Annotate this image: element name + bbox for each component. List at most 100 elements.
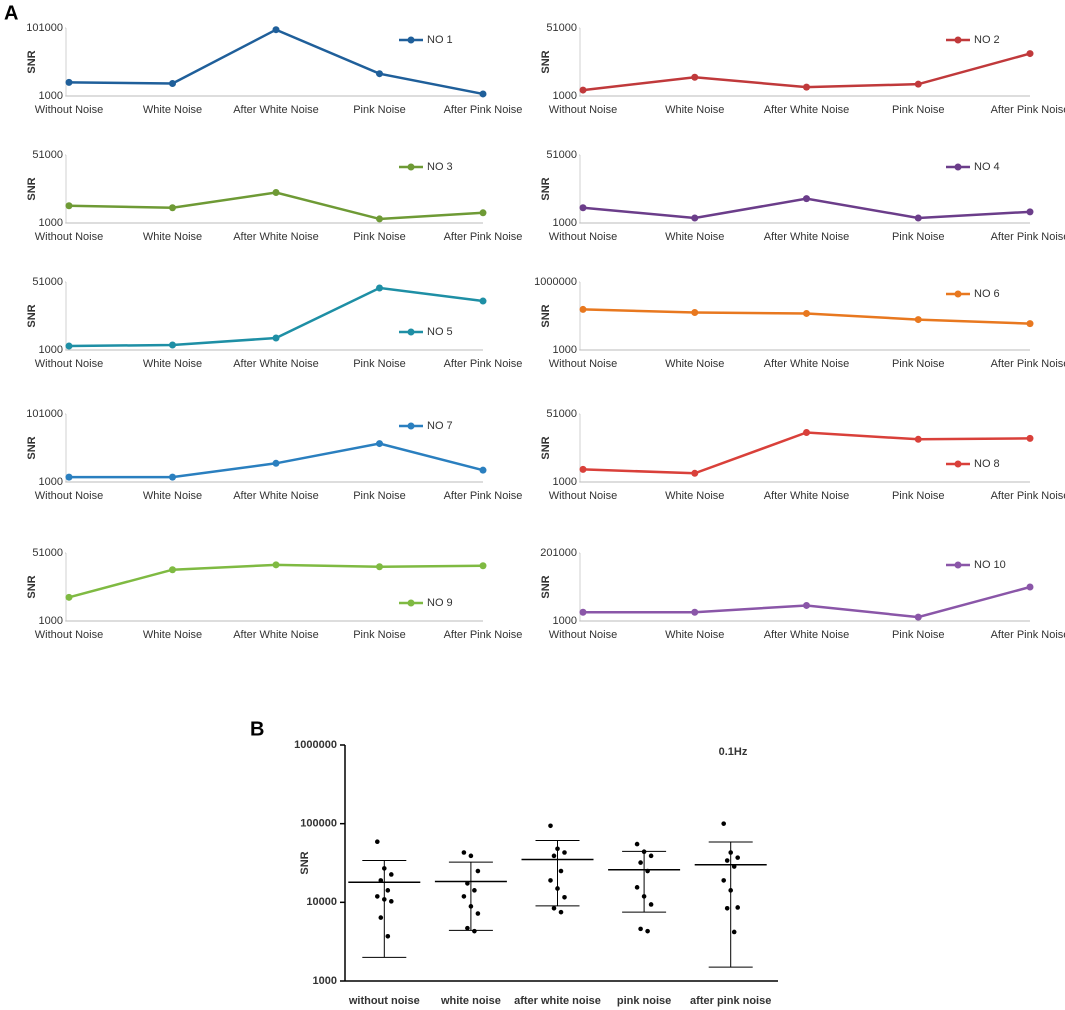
data-point [914, 613, 922, 621]
data-point [562, 894, 567, 900]
data-point [65, 78, 73, 86]
data-point [272, 334, 280, 342]
y-axis-label: SNR [26, 177, 38, 200]
x-tick-label: White Noise [665, 490, 724, 502]
data-point [735, 855, 740, 860]
data-point [551, 905, 557, 911]
x-tick-label: White Noise [143, 104, 202, 116]
y-axis-label: SNR [26, 50, 38, 73]
data-point [375, 894, 380, 899]
data-point [721, 878, 726, 883]
x-tick-label: Without Noise [35, 629, 103, 641]
legend-label: NO 5 [427, 326, 453, 338]
x-tick-label: After White Noise [233, 490, 319, 502]
y-tick-label: 1000 [39, 344, 63, 356]
legend-label: NO 9 [427, 597, 453, 609]
data-point [691, 608, 699, 616]
y-axis-label: SNR [26, 436, 38, 459]
data-point [169, 204, 176, 212]
legend-label: NO 7 [427, 420, 453, 432]
data-point [465, 881, 470, 886]
data-point [272, 189, 280, 197]
x-tick-label: Pink Noise [892, 358, 945, 370]
data-point [169, 566, 176, 574]
x-tick-label: White Noise [143, 358, 202, 370]
legend-marker [954, 290, 962, 298]
data-point [555, 846, 560, 852]
y-tick-label: 51000 [32, 149, 63, 161]
data-point [914, 80, 922, 88]
data-point [579, 608, 587, 616]
data-point [376, 440, 383, 448]
x-tick-label: Pink Noise [892, 490, 945, 502]
data-point [389, 872, 394, 877]
data-point [385, 888, 391, 893]
y-tick-label: 10000 [306, 896, 337, 908]
x-tick-label: After Pink Noise [444, 629, 523, 641]
x-tick-label: Pink Noise [353, 629, 406, 641]
data-point [562, 850, 567, 855]
data-point [382, 897, 387, 902]
data-point [634, 841, 640, 847]
data-point [803, 309, 810, 317]
x-tick-label: White Noise [665, 231, 724, 243]
y-tick-label: 101000 [26, 22, 63, 34]
x-tick-label: after white noise [514, 995, 601, 1007]
x-tick-label: Pink Noise [892, 104, 945, 116]
y-tick-label: 101000 [26, 408, 63, 420]
x-tick-label: Without Noise [35, 358, 103, 370]
data-point [1026, 583, 1034, 591]
data-point [721, 821, 726, 826]
data-point [479, 466, 487, 474]
legend-label: NO 1 [427, 34, 453, 46]
x-tick-label: White Noise [665, 358, 724, 370]
legend-marker [407, 328, 415, 336]
data-point [472, 888, 477, 893]
data-point [475, 911, 481, 916]
x-tick-label: After White Noise [233, 358, 319, 370]
data-point [479, 90, 487, 98]
data-point [376, 563, 383, 571]
data-point [479, 562, 487, 570]
x-tick-label: White Noise [143, 629, 202, 641]
y-tick-label: 1000000 [534, 276, 577, 288]
x-tick-label: After White Noise [233, 231, 319, 243]
data-point [648, 853, 654, 859]
data-point [479, 209, 487, 217]
x-tick-label: white noise [440, 995, 501, 1007]
data-point [465, 925, 470, 931]
y-tick-label: 1000 [553, 476, 577, 488]
data-point [548, 878, 553, 883]
series-line [68, 563, 484, 599]
x-tick-label: After White Noise [764, 231, 850, 243]
data-point [376, 215, 383, 223]
legend-marker [407, 599, 415, 607]
data-point [378, 878, 384, 883]
data-point [468, 853, 474, 859]
data-point [634, 885, 640, 890]
x-tick-label: After White Noise [233, 629, 319, 641]
x-tick-label: After Pink Noise [991, 231, 1065, 243]
data-point [641, 894, 647, 899]
data-point [169, 79, 176, 87]
data-point [558, 868, 564, 874]
x-tick-label: After White Noise [764, 490, 850, 502]
x-tick-label: After Pink Noise [444, 104, 523, 116]
y-axis-label: SNR [540, 575, 552, 598]
x-tick-label: White Noise [143, 231, 202, 243]
legend-marker [954, 561, 962, 569]
legend-marker [407, 163, 415, 171]
data-point [558, 909, 564, 915]
legend-marker [954, 36, 962, 44]
y-axis-label: SNR [26, 575, 38, 598]
data-point [65, 342, 73, 350]
series-line [68, 191, 484, 221]
data-point [376, 70, 383, 78]
x-tick-label: White Noise [665, 629, 724, 641]
x-tick-label: After White Noise [233, 104, 319, 116]
x-tick-label: After White Noise [764, 104, 850, 116]
data-point [376, 284, 383, 292]
legend-marker [954, 460, 962, 468]
data-point [169, 473, 176, 481]
legend-label: NO 6 [974, 288, 1000, 300]
